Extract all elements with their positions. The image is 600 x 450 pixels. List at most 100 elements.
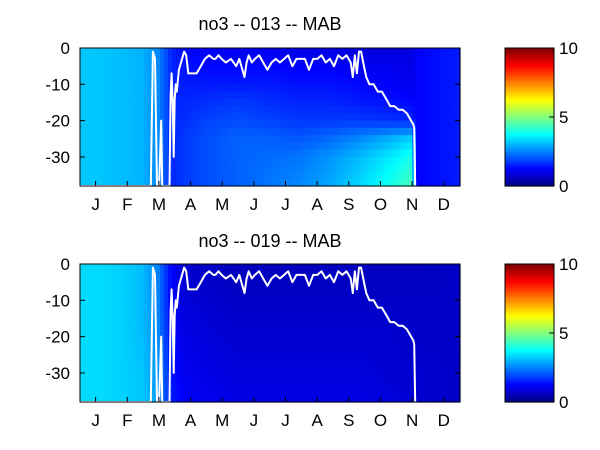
heatmap-cell xyxy=(336,329,341,338)
heatmap-cell xyxy=(276,314,281,323)
heatmap-cell xyxy=(376,164,381,173)
heatmap-cell xyxy=(292,300,297,309)
heatmap-cell xyxy=(288,380,293,389)
heatmap-cell xyxy=(300,178,305,187)
heatmap-cell xyxy=(388,62,393,71)
heatmap-cell xyxy=(400,343,405,352)
heatmap-cell xyxy=(112,127,117,136)
heatmap-cell xyxy=(84,120,89,129)
heatmap-cell xyxy=(284,343,289,352)
heatmap-cell xyxy=(276,113,281,122)
heatmap-cell xyxy=(440,135,445,144)
heatmap-cell xyxy=(80,380,85,389)
heatmap-cell xyxy=(180,380,185,389)
heatmap-cell xyxy=(312,142,317,151)
heatmap-cell xyxy=(376,372,381,381)
heatmap-cell xyxy=(304,351,309,360)
heatmap-cell xyxy=(96,380,101,389)
heatmap-cell xyxy=(96,336,101,345)
heatmap-cell xyxy=(292,106,297,114)
heatmap-cell xyxy=(424,48,429,56)
heatmap-cell xyxy=(84,307,89,316)
heatmap-cell xyxy=(400,135,405,144)
heatmap-cell xyxy=(108,271,113,280)
heatmap-cell xyxy=(228,120,233,129)
heatmap-cell xyxy=(168,271,173,280)
heatmap-cell xyxy=(156,164,161,173)
heatmap-cell xyxy=(240,322,245,330)
colorbar-segment xyxy=(505,151,554,155)
heatmap-cell xyxy=(208,120,213,129)
heatmap-cell xyxy=(184,322,189,330)
heatmap-cell xyxy=(404,314,409,323)
heatmap-cell xyxy=(220,48,225,56)
heatmap-cell xyxy=(424,91,429,100)
heatmap-cell xyxy=(424,62,429,71)
heatmap-cell xyxy=(180,278,185,287)
heatmap-cell xyxy=(136,55,141,64)
heatmap-cell xyxy=(228,329,233,338)
heatmap-cell xyxy=(152,351,157,360)
heatmap-cell xyxy=(80,91,85,100)
heatmap-cell xyxy=(316,285,321,294)
heatmap-cell xyxy=(316,380,321,389)
heatmap-cell xyxy=(244,307,249,316)
heatmap-cell xyxy=(320,307,325,316)
heatmap-cell xyxy=(264,127,269,136)
heatmap-cell xyxy=(376,135,381,144)
x-tick-label: N xyxy=(406,411,418,430)
heatmap-cell xyxy=(180,171,185,180)
heatmap-cell xyxy=(172,293,177,301)
colorbar-segment xyxy=(505,164,554,168)
heatmap-cell xyxy=(176,365,181,374)
heatmap-cell xyxy=(272,113,277,122)
colorbar-segment xyxy=(505,71,554,75)
heatmap-cell xyxy=(172,264,177,272)
heatmap-cell xyxy=(408,264,413,272)
heatmap-cell xyxy=(244,293,249,301)
heatmap-cell xyxy=(296,135,301,144)
heatmap-cell xyxy=(248,387,253,396)
heatmap-cell xyxy=(292,69,297,78)
heatmap-cell xyxy=(276,48,281,56)
heatmap-cell xyxy=(448,336,453,345)
heatmap-cell xyxy=(80,307,85,316)
heatmap-cell xyxy=(264,113,269,122)
heatmap-cell xyxy=(348,293,353,301)
heatmap-cell xyxy=(92,142,97,151)
heatmap-cell xyxy=(96,343,101,352)
heatmap-cell xyxy=(380,351,385,360)
heatmap-cell xyxy=(212,380,217,389)
heatmap-cell xyxy=(292,149,297,158)
heatmap-cell xyxy=(196,365,201,374)
heatmap-cell xyxy=(428,264,433,272)
heatmap-cell xyxy=(84,69,89,78)
heatmap-cell xyxy=(156,120,161,129)
heatmap-cell xyxy=(308,142,313,151)
heatmap-cell xyxy=(228,285,233,294)
heatmap-cell xyxy=(232,264,237,272)
heatmap-cell xyxy=(184,113,189,122)
heatmap-cell xyxy=(164,120,169,129)
heatmap-cell xyxy=(324,372,329,381)
heatmap-cell xyxy=(428,77,433,85)
heatmap-cell xyxy=(284,329,289,338)
heatmap-cell xyxy=(96,387,101,396)
heatmap-cell xyxy=(188,300,193,309)
colorbar-segment xyxy=(505,345,554,349)
heatmap-cell xyxy=(380,113,385,122)
heatmap-cell xyxy=(356,293,361,301)
heatmap-cell xyxy=(388,106,393,114)
heatmap-cell xyxy=(284,113,289,122)
heatmap-cell xyxy=(316,314,321,323)
heatmap-cell xyxy=(132,106,137,114)
heatmap-cell xyxy=(136,365,141,374)
heatmap-cell xyxy=(176,394,181,403)
heatmap-cell xyxy=(204,329,209,338)
heatmap-cell xyxy=(396,278,401,287)
heatmap-cell xyxy=(112,91,117,100)
heatmap-cell xyxy=(396,69,401,78)
heatmap-cell xyxy=(80,149,85,158)
heatmap-cell xyxy=(96,98,101,107)
heatmap-cell xyxy=(328,336,333,345)
